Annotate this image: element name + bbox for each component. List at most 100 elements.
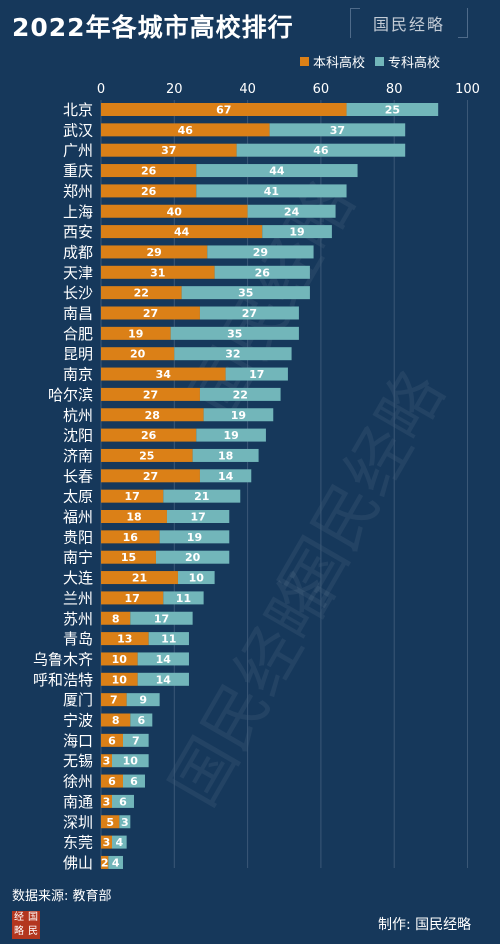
- bar-junior: [247, 204, 336, 218]
- bar-junior: [111, 754, 149, 768]
- bar-undergrad: [101, 164, 197, 178]
- bar-undergrad: [101, 794, 112, 808]
- data-label-undergrad: 40: [167, 205, 183, 218]
- x-tick-label: 80: [386, 82, 403, 97]
- bar-junior: [196, 184, 347, 198]
- data-label-undergrad: 10: [112, 653, 128, 666]
- data-label-junior: 19: [187, 531, 202, 544]
- data-label-junior: 29: [253, 246, 268, 259]
- bar-undergrad: [101, 530, 160, 544]
- bar-junior: [122, 774, 145, 788]
- bar-junior: [214, 265, 310, 279]
- data-label-junior: 17: [154, 612, 169, 625]
- data-label-junior: 17: [190, 511, 205, 524]
- logo-char: 略: [14, 926, 24, 937]
- data-label-undergrad: 31: [150, 266, 165, 279]
- category-label: 南宁: [63, 549, 93, 567]
- category-label: 上海: [63, 203, 93, 221]
- x-tick-label: 40: [239, 82, 256, 97]
- bar-junior: [236, 143, 406, 157]
- data-label-undergrad: 37: [161, 144, 176, 157]
- category-label: 贵阳: [63, 528, 93, 546]
- bar-junior: [111, 835, 127, 849]
- category-label: 昆明: [63, 345, 93, 363]
- data-label-junior: 9: [139, 694, 147, 707]
- category-label: 呼和浩特: [33, 671, 93, 689]
- category-label: 兰州: [63, 589, 93, 607]
- bar-junior: [108, 855, 123, 869]
- data-label-undergrad: 8: [112, 612, 120, 625]
- bar-undergrad: [101, 306, 200, 320]
- category-label: 南京: [63, 366, 93, 384]
- brand-label: 国民经略: [350, 8, 468, 38]
- data-label-junior: 11: [176, 592, 191, 605]
- data-label-undergrad: 8: [112, 714, 120, 727]
- bar-junior: [130, 611, 193, 625]
- bar-junior: [262, 225, 332, 239]
- category-label: 重庆: [63, 162, 93, 180]
- category-label: 南通: [63, 793, 93, 811]
- data-label-undergrad: 27: [143, 307, 158, 320]
- bar-undergrad: [101, 387, 200, 401]
- data-label-junior: 4: [115, 836, 123, 849]
- x-tick-label: 0: [97, 82, 105, 97]
- bar-undergrad: [101, 632, 149, 646]
- bar-junior: [126, 693, 160, 707]
- category-label: 郑州: [63, 182, 93, 200]
- category-label: 哈尔滨: [48, 386, 93, 404]
- data-label-junior: 44: [269, 165, 285, 178]
- bar-undergrad: [101, 286, 182, 300]
- data-label-undergrad: 27: [143, 470, 158, 483]
- data-label-undergrad: 34: [156, 368, 172, 381]
- bar-junior: [130, 713, 153, 727]
- brand-logo: 经 国 略 民: [12, 911, 40, 939]
- data-label-undergrad: 46: [178, 124, 194, 137]
- bar-undergrad: [101, 591, 164, 605]
- data-label-junior: 19: [289, 226, 304, 239]
- bar-junior: [111, 794, 134, 808]
- data-label-undergrad: 3: [103, 836, 111, 849]
- data-label-undergrad: 10: [112, 673, 128, 686]
- data-label-junior: 18: [218, 449, 233, 462]
- category-label: 深圳: [63, 813, 93, 831]
- data-label-junior: 6: [119, 795, 127, 808]
- bar-junior: [159, 530, 230, 544]
- x-tick-label: 100: [455, 82, 480, 97]
- data-label-undergrad: 16: [123, 531, 139, 544]
- bar-undergrad: [101, 265, 215, 279]
- data-label-undergrad: 3: [103, 795, 111, 808]
- chart-title: 2022年各城市高校排行: [12, 13, 294, 42]
- data-label-undergrad: 26: [141, 185, 157, 198]
- legend-swatch-undergrad: [300, 57, 309, 66]
- data-label-junior: 20: [185, 551, 201, 564]
- bar-undergrad: [101, 367, 226, 381]
- legend-item-undergrad: 本科高校: [300, 52, 365, 71]
- data-label-undergrad: 5: [106, 816, 114, 829]
- data-label-junior: 11: [161, 633, 176, 646]
- data-label-junior: 19: [231, 409, 246, 422]
- x-tick-label: 60: [313, 82, 330, 97]
- data-label-junior: 24: [284, 205, 300, 218]
- logo-char: 经: [14, 912, 24, 923]
- category-label: 北京: [63, 101, 93, 119]
- data-label-undergrad: 15: [121, 551, 136, 564]
- data-label-junior: 35: [238, 287, 253, 300]
- data-label-junior: 6: [137, 714, 145, 727]
- bar-undergrad: [101, 103, 347, 116]
- bar-undergrad: [101, 571, 178, 585]
- bar-undergrad: [101, 326, 171, 340]
- bar-junior: [174, 347, 292, 361]
- data-label-undergrad: 22: [134, 287, 149, 300]
- data-label-undergrad: 26: [141, 429, 157, 442]
- category-label: 广州: [63, 142, 93, 160]
- data-label-junior: 14: [156, 653, 172, 666]
- data-label-junior: 14: [218, 470, 234, 483]
- bar-junior: [192, 448, 259, 462]
- category-label: 南昌: [63, 305, 93, 323]
- bar-undergrad: [101, 448, 193, 462]
- data-label-junior: 22: [233, 388, 248, 401]
- bar-undergrad: [101, 510, 167, 523]
- bar-undergrad: [101, 733, 123, 747]
- bar-undergrad: [101, 469, 200, 483]
